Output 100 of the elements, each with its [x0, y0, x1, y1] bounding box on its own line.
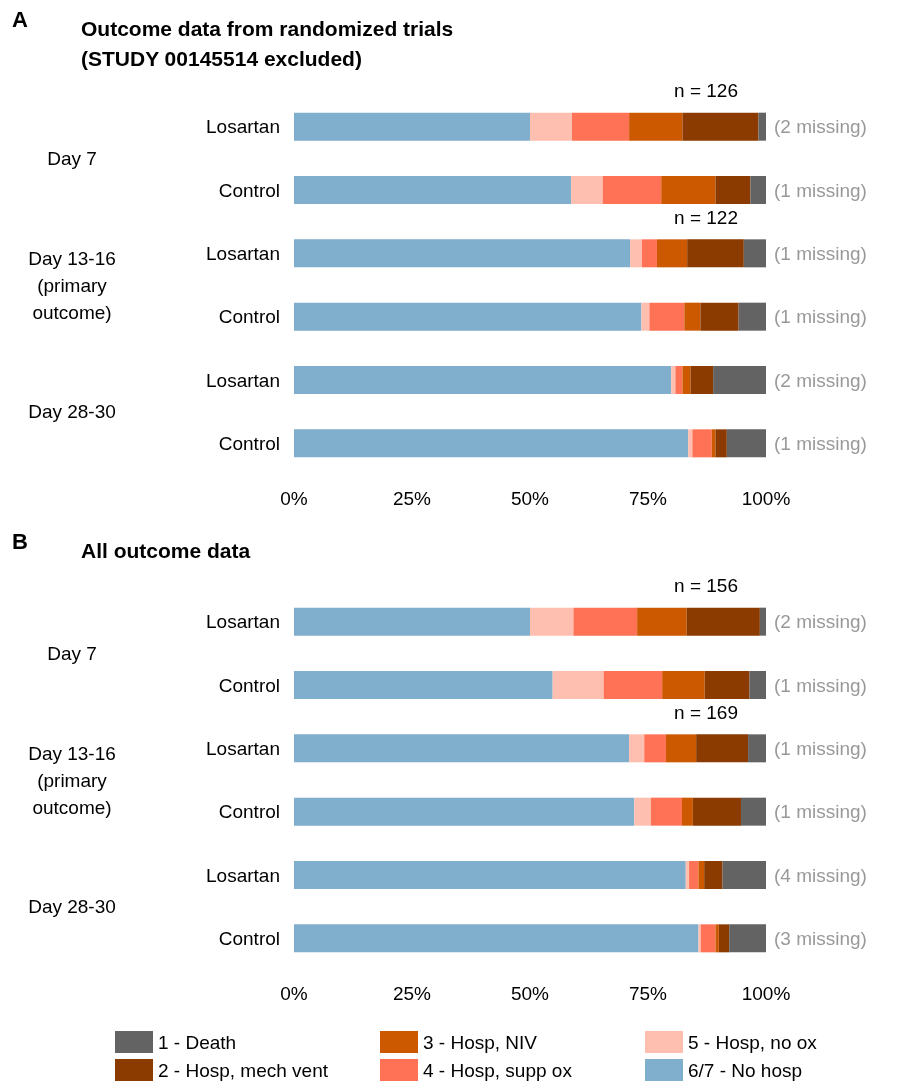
- annotation: n = 156: [674, 575, 738, 597]
- bar: [629, 112, 683, 141]
- bar: [656, 239, 688, 268]
- bar: [681, 797, 693, 826]
- text: Day 13-16 (primary outcome): [28, 247, 116, 323]
- x-tick-label: 0%: [280, 488, 308, 509]
- text: (1 missing): [774, 306, 867, 328]
- bar: [687, 239, 744, 268]
- bar: [682, 366, 691, 394]
- chart-title: All outcome data: [81, 538, 251, 562]
- bar: [294, 366, 672, 394]
- bar: [713, 366, 766, 394]
- x-tick-label: 75%: [628, 983, 668, 1004]
- bar: [294, 176, 572, 204]
- text: (3 missing): [774, 927, 867, 949]
- text: A: [12, 6, 28, 32]
- legend-label: 5 - Hosp, no ox: [688, 1031, 818, 1053]
- bar: [740, 797, 766, 826]
- annotation: n = 126: [674, 80, 738, 102]
- bar: [294, 861, 686, 889]
- legend-label: 6/7 - No hosp: [688, 1059, 803, 1081]
- bar: [715, 429, 727, 458]
- text: (1 missing): [774, 179, 867, 201]
- bar: [729, 924, 766, 953]
- text: Day 28-30: [28, 896, 116, 918]
- bar: [692, 797, 741, 826]
- bar: [294, 302, 642, 331]
- x-tick-label: 75%: [628, 488, 668, 509]
- bar: [634, 797, 651, 826]
- bar: [685, 861, 690, 889]
- legend-label: 4 - Hosp, supp ox: [423, 1059, 573, 1081]
- x-tick-label: 0%: [280, 983, 308, 1004]
- bar: [530, 112, 573, 141]
- y-tick-label: Losartan: [206, 611, 280, 633]
- bar: [665, 734, 697, 763]
- text: (4 missing): [774, 864, 867, 886]
- bar: [726, 429, 766, 458]
- annotation: n = 169: [674, 701, 738, 723]
- bar: [748, 734, 766, 763]
- annotation: n = 122: [674, 206, 738, 228]
- bar: [294, 924, 699, 953]
- bar: [571, 176, 603, 204]
- bar: [294, 607, 530, 636]
- y-tick-label: Control: [218, 801, 280, 823]
- bar: [644, 734, 666, 763]
- bar: [700, 302, 739, 331]
- bar: [715, 924, 719, 953]
- text: (2 missing): [774, 611, 867, 633]
- bar: [718, 924, 730, 953]
- y-tick-label: Losartan: [206, 369, 280, 391]
- text: Day 28-30: [28, 401, 116, 423]
- text: (1 missing): [774, 737, 867, 759]
- bar: [294, 734, 630, 763]
- text: (2 missing): [774, 369, 867, 391]
- bar: [530, 607, 574, 636]
- y-tick-label: Losartan: [206, 864, 280, 886]
- bar: [689, 861, 699, 889]
- bar: [686, 607, 760, 636]
- bar: [630, 239, 642, 268]
- bar: [750, 176, 766, 204]
- bar: [715, 176, 751, 204]
- bar: [759, 607, 766, 636]
- bar: [749, 671, 766, 699]
- text: (1 missing): [774, 432, 867, 454]
- bar: [294, 429, 689, 458]
- legend-label: 1 - Death: [158, 1031, 237, 1053]
- bar: [572, 112, 630, 141]
- x-tick-label: 50%: [510, 488, 550, 509]
- bar: [700, 924, 716, 953]
- y-tick-label: Control: [218, 674, 280, 696]
- bar: [629, 734, 645, 763]
- bar: [294, 239, 631, 268]
- bar: [743, 239, 766, 268]
- bar: [690, 366, 714, 394]
- legend-label: 3 - Hosp, NIV: [423, 1031, 538, 1053]
- x-tick-label: 25%: [392, 488, 432, 509]
- x-tick-label: 50%: [510, 983, 550, 1004]
- text: Day 7: [47, 642, 97, 664]
- bar: [661, 176, 716, 204]
- legend-label: 2 - Hosp, mech vent: [158, 1059, 329, 1081]
- y-tick-label: Losartan: [206, 737, 280, 759]
- text: (1 missing): [774, 801, 867, 823]
- bar: [641, 239, 657, 268]
- bar: [696, 734, 749, 763]
- y-tick-label: Control: [218, 432, 280, 454]
- x-tick-label: 25%: [392, 983, 432, 1004]
- chart-title: Outcome data from randomized trials (STUDY 00145514 excluded): [81, 16, 454, 70]
- bar: [682, 112, 759, 141]
- y-tick-label: Losartan: [206, 116, 280, 138]
- bar: [602, 176, 662, 204]
- text: Day 7: [47, 147, 97, 169]
- bar: [649, 302, 685, 331]
- bar: [641, 302, 650, 331]
- bar: [603, 671, 663, 699]
- bar: [738, 302, 766, 331]
- x-tick-label: 100%: [741, 488, 791, 509]
- text: B: [12, 528, 28, 554]
- text: Day 13-16 (primary outcome): [28, 742, 116, 818]
- bar: [662, 671, 705, 699]
- y-tick-label: Control: [218, 179, 280, 201]
